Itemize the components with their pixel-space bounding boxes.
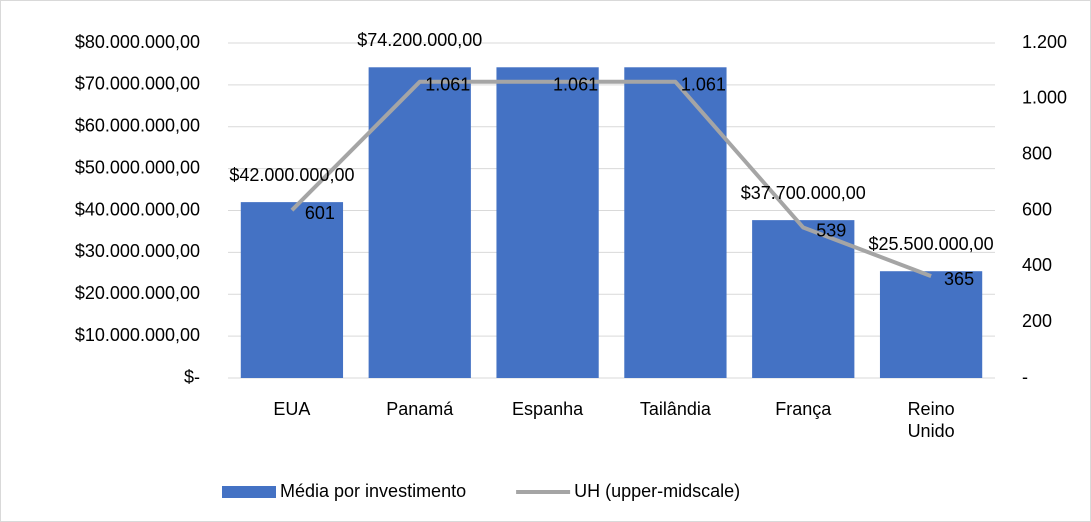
line-value-label: 365 [944,269,974,289]
line [290,79,932,278]
line-value-label: 539 [816,220,846,240]
x-tick-label: EUA [273,399,311,419]
bar-value-label: $25.500.000,00 [869,234,994,254]
y2-tick-label: - [1022,367,1028,387]
legend-swatch [222,486,276,498]
x-tick-label: Tailândia [639,399,711,419]
y2-tick-label: 200 [1022,311,1052,331]
bar-value-label: $37.700.000,00 [741,183,866,203]
bar [752,220,855,378]
bar [368,67,471,378]
line-value-label: 1.061 [425,75,470,95]
line-value-label: 1.061 [553,75,598,95]
line-value-label: 1.061 [681,75,726,95]
y-tick-label: $40.000.000,00 [75,199,200,219]
y-tick-label: $20.000.000,00 [75,283,200,303]
y2-tick-label: 600 [1022,199,1052,219]
x-tick-label: Panamá [386,399,454,419]
y2-tick-label: 1.200 [1022,32,1067,52]
y-tick-label: $30.000.000,00 [75,241,200,261]
y-tick-label: $50.000.000,00 [75,157,200,177]
bar [496,67,599,378]
y-tick-label: $80.000.000,00 [75,32,200,52]
y2-tick-label: 800 [1022,143,1052,163]
y-tick-label: $60.000.000,00 [75,116,200,136]
legend-label: UH (upper-midscale) [574,481,740,501]
bar [879,271,983,378]
y-tick-label: $- [184,367,200,387]
y2-tick-label: 400 [1022,255,1052,275]
x-tick-label: Espanha [512,399,584,419]
bar-value-label: $42.000.000,00 [229,165,354,185]
x-tick-label: Reino Unido [907,399,955,441]
x-tick-label: França [775,399,832,419]
bar [240,202,344,378]
line-value-label: 601 [305,203,335,223]
legend-label: Média por investimento [280,481,466,501]
y-tick-label: $10.000.000,00 [75,325,200,345]
bar-value-label: $74.200.000,00 [357,30,482,50]
y-tick-label: $70.000.000,00 [75,74,200,94]
y2-tick-label: 1.000 [1022,88,1067,108]
bar [624,67,727,378]
